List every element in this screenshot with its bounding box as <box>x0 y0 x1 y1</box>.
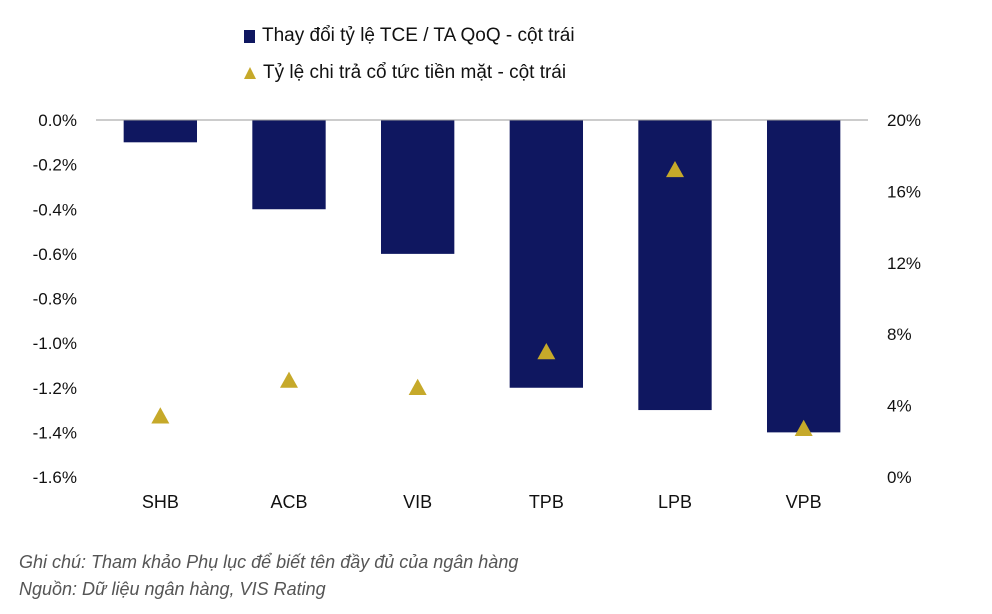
legend-label-dividend: Tỷ lệ chi trả cổ tức tiền mặt - cột trái <box>263 62 567 83</box>
bar-shb <box>123 120 198 143</box>
left-tick-label: -0.2% <box>33 156 77 175</box>
legend-item-dividend: Tỷ lệ chi trả cổ tức tiền mặt - cột trái <box>244 62 566 84</box>
legend-label-tce-ta: Thay đổi tỷ lệ TCE / TA QoQ - cột trái <box>262 25 575 46</box>
legend-item-tce-ta: Thay đổi tỷ lệ TCE / TA QoQ - cột trái <box>244 25 575 47</box>
category-label-vpb: VPB <box>786 492 822 512</box>
left-tick-label: -1.2% <box>33 379 77 398</box>
bar-vib <box>380 120 455 254</box>
legend-triangle-swatch <box>244 67 256 79</box>
bar-acb <box>252 120 326 210</box>
right-tick-label: 20% <box>887 111 921 130</box>
right-tick-label: 0% <box>887 468 912 487</box>
dividend-marker-vpb <box>794 419 813 437</box>
legend-bar-swatch <box>244 29 255 43</box>
category-label-vib: VIB <box>403 492 432 512</box>
left-tick-label: -0.6% <box>33 245 77 264</box>
left-tick-label: -0.4% <box>33 200 77 219</box>
category-label-tpb: TPB <box>529 492 564 512</box>
category-label-shb: SHB <box>142 492 179 512</box>
dividend-marker-shb <box>151 407 170 424</box>
dividend-marker-vib <box>408 378 427 395</box>
right-tick-label: 16% <box>887 182 921 201</box>
right-tick-label: 12% <box>887 254 921 273</box>
dividend-marker-acb <box>280 371 298 388</box>
left-tick-label: -1.6% <box>33 468 77 487</box>
dividend-marker-lpb <box>666 160 684 178</box>
footnote-note: Ghi chú: Tham khảo Phụ lục để biết tên đ… <box>19 552 519 572</box>
left-tick-label: 0.0% <box>38 111 77 130</box>
left-tick-label: -0.8% <box>33 290 77 309</box>
right-tick-label: 8% <box>887 325 912 344</box>
footnote-source: Nguồn: Dữ liệu ngân hàng, VIS Rating <box>19 579 326 599</box>
bar-vpb <box>766 120 841 433</box>
right-tick-label: 4% <box>887 397 912 416</box>
category-label-lpb: LPB <box>658 492 692 512</box>
left-tick-label: -1.4% <box>33 423 77 442</box>
category-label-acb: ACB <box>270 492 307 512</box>
dividend-marker-tpb <box>537 343 556 360</box>
left-tick-label: -1.0% <box>33 334 77 353</box>
